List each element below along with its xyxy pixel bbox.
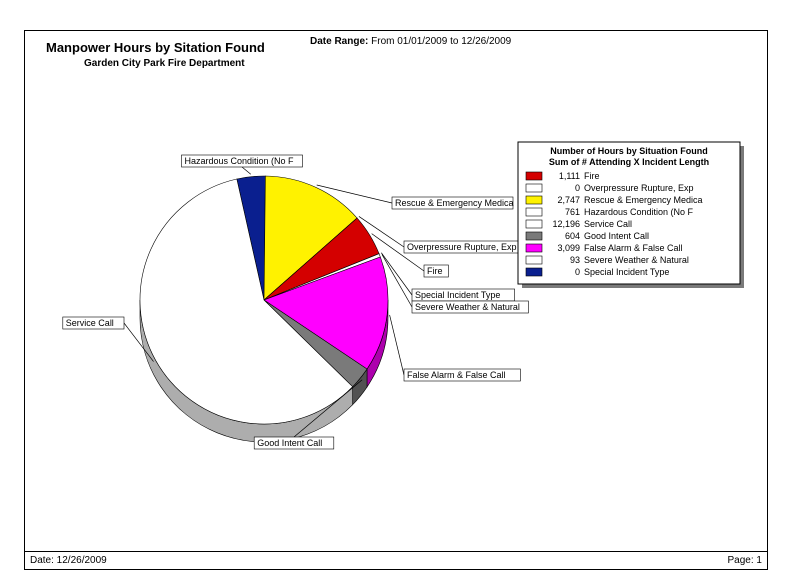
slice-label-text: Fire	[427, 266, 443, 276]
legend-item-value: 604	[565, 231, 580, 241]
legend-swatch	[526, 232, 542, 240]
legend-swatch	[526, 268, 542, 276]
legend-item-label: Good Intent Call	[584, 231, 649, 241]
footer-divider	[24, 551, 768, 552]
legend-item-label: Hazardous Condition (No F	[584, 207, 694, 217]
legend-item-value: 761	[565, 207, 580, 217]
slice-label-text: Severe Weather & Natural	[415, 302, 520, 312]
legend-item-value: 0	[575, 183, 580, 193]
legend-item-label: Rescue & Emergency Medica	[584, 195, 703, 205]
slice-label-text: Rescue & Emergency Medica	[395, 198, 514, 208]
legend-swatch	[526, 196, 542, 204]
legend-swatch	[526, 256, 542, 264]
pie-top	[140, 176, 388, 424]
legend-title-2: Sum of # Attending X Incident Length	[549, 157, 709, 167]
legend-swatch	[526, 172, 542, 180]
footer-page: Page: 1	[728, 555, 762, 566]
slice-label-text: Special Incident Type	[415, 290, 500, 300]
legend-item-value: 2,747	[557, 195, 580, 205]
legend-swatch	[526, 208, 542, 216]
legend-item-label: Fire	[584, 171, 600, 181]
legend-item-value: 3,099	[557, 243, 580, 253]
slice-label-text: Overpressure Rupture, Exp	[407, 242, 517, 252]
legend-item-label: Service Call	[584, 219, 632, 229]
slice-label-text: False Alarm & False Call	[407, 370, 506, 380]
legend-title-1: Number of Hours by Situation Found	[550, 146, 708, 156]
legend-item-label: Severe Weather & Natural	[584, 255, 689, 265]
slice-label-text: Service Call	[66, 318, 114, 328]
legend-swatch	[526, 244, 542, 252]
report-page: Manpower Hours by Sitation Found Garden …	[0, 0, 792, 586]
leader-line	[242, 167, 251, 174]
pie-chart: Hazardous Condition (No F Rescue & Emerge…	[24, 30, 768, 570]
legend-item-label: Overpressure Rupture, Exp	[584, 183, 694, 193]
legend-item-label: False Alarm & False Call	[584, 243, 683, 253]
slice-label-text: Hazardous Condition (No F	[185, 156, 295, 166]
legend-item-value: 0	[575, 267, 580, 277]
legend-item-label: Special Incident Type	[584, 267, 669, 277]
footer-date: Date: 12/26/2009	[30, 555, 107, 566]
legend-item-value: 1,111	[559, 171, 580, 181]
legend-item-value: 93	[570, 255, 580, 265]
slice-label-text: Good Intent Call	[257, 438, 322, 448]
leader-line	[390, 315, 404, 375]
legend-item-value: 12,196	[552, 219, 580, 229]
legend-swatch	[526, 184, 542, 192]
legend-swatch	[526, 220, 542, 228]
